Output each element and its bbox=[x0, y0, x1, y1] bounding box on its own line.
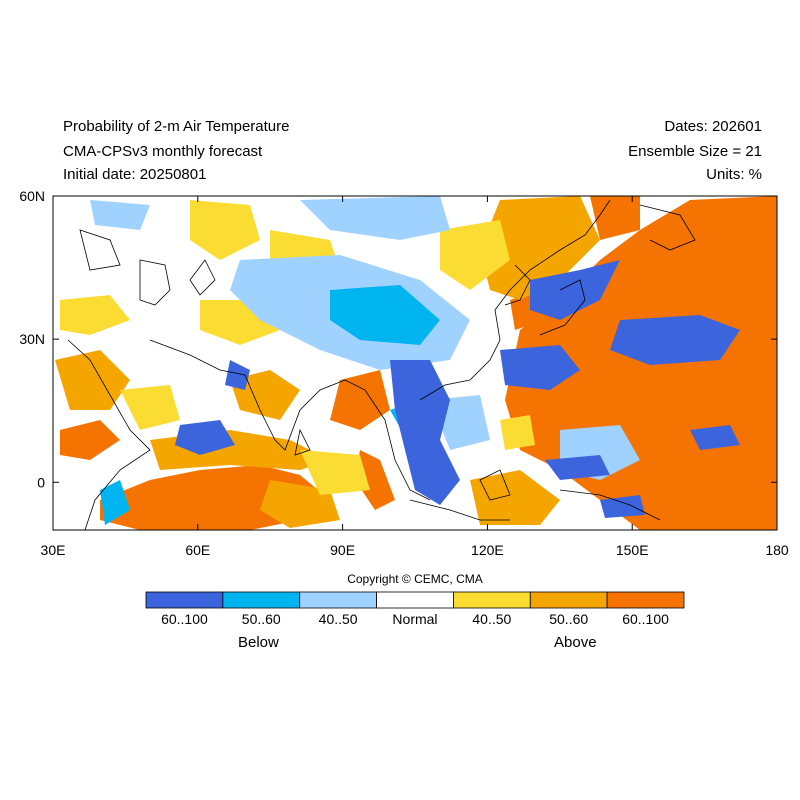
initial-date: Initial date: 20250801 bbox=[63, 166, 207, 183]
colorbar-bin-label: 60..100 bbox=[622, 611, 669, 627]
colorbar-bin-label: 60..100 bbox=[161, 611, 208, 627]
lon-tick-label: 60E bbox=[185, 542, 210, 558]
colorbar-swatch bbox=[299, 591, 377, 609]
lon-tick-label: 30E bbox=[41, 542, 66, 558]
above-label: Above bbox=[554, 634, 597, 651]
colorbar-swatch bbox=[453, 591, 531, 609]
lat-tick-label: 0 bbox=[37, 474, 45, 490]
colorbar-bin-label: 50..60 bbox=[241, 611, 281, 627]
colorbar-swatch bbox=[529, 591, 608, 609]
model-label: CMA-CPSv3 monthly forecast bbox=[63, 143, 263, 160]
lon-tick-label: 90E bbox=[330, 542, 355, 558]
lon-tick-label: 180 bbox=[765, 542, 789, 558]
below-60-region bbox=[175, 260, 740, 518]
colorbar-swatch bbox=[606, 591, 685, 609]
lon-tick-label: 150E bbox=[616, 542, 649, 558]
colorbar-swatch bbox=[145, 591, 224, 609]
ensemble-size: Ensemble Size = 21 bbox=[628, 143, 762, 160]
colorbar-bin-label: 40..50 bbox=[472, 611, 512, 627]
map-frame bbox=[52, 195, 778, 531]
lat-tick-label: 60N bbox=[19, 188, 45, 204]
colorbar-swatch bbox=[222, 591, 301, 609]
axis-ticks: 30E 60E 90E 120E 150E 180 60N 30N 0 bbox=[19, 188, 789, 558]
copyright-text: Copyright © CEMC, CMA bbox=[347, 572, 483, 586]
below-label: Below bbox=[238, 634, 279, 651]
units-label: Units: % bbox=[706, 166, 762, 183]
map-field bbox=[53, 196, 777, 530]
colorbar-bin-label: 50..60 bbox=[549, 611, 589, 627]
colorbar-bin-label: Normal bbox=[392, 611, 438, 627]
colorbar-swatch bbox=[376, 591, 454, 609]
colorbar bbox=[145, 591, 685, 609]
colorbar-bin-label: 40..50 bbox=[318, 611, 358, 627]
forecast-dates: Dates: 202601 bbox=[664, 118, 762, 135]
lat-tick-label: 30N bbox=[19, 331, 45, 347]
coastlines bbox=[67, 199, 696, 530]
map-title: Probability of 2-m Air Temperature bbox=[63, 118, 290, 135]
lon-tick-label: 120E bbox=[471, 542, 504, 558]
